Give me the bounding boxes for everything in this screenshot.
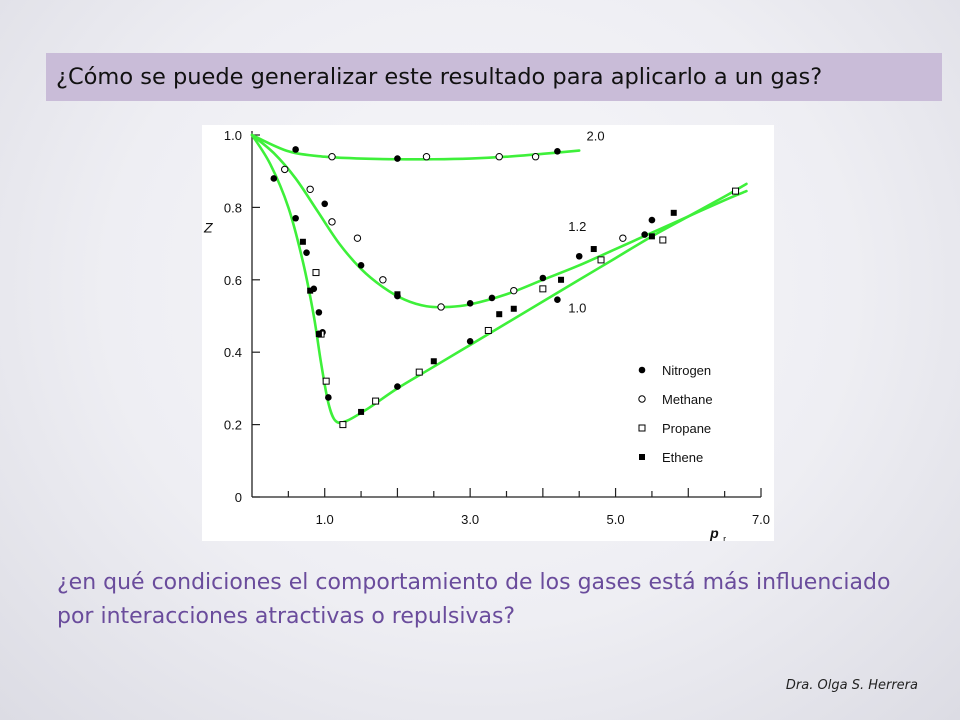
legend-label: Ethene [662,450,703,465]
data-point [321,200,329,208]
x-axis-label-subscript: r [723,534,726,541]
data-point [638,395,646,403]
data-point [638,366,646,374]
chart-axes: 0 0.2 0.4 0.6 0.8 1.0 1.0 3.0 5.0 7.0 Zp r [203,128,770,541]
x-tick-label: 1.0 [316,512,334,527]
data-point [638,424,646,432]
data-point [299,238,306,245]
author-credit: Dra. Olga S. Herrera [785,678,918,693]
data-point [430,358,437,365]
curve-label-1.2: 1.2 [568,219,586,234]
x-tick-label: 7.0 [752,512,770,527]
slide-title-bar: ¿Cómo se puede generalizar este resultad… [46,53,942,101]
data-point [303,249,310,256]
legend-label: Methane [662,392,713,407]
legend-item-propane: Propane [638,421,711,436]
data-point [510,286,518,295]
isotherm-curve-1.2 [250,133,748,309]
data-point [539,274,547,282]
data-point [641,231,648,238]
data-point [558,276,565,283]
y-tick-label: 0.4 [224,345,242,360]
chart-legend: Nitrogen Methane Propane Ethene [638,363,713,465]
series-methane [281,153,627,311]
chart-points [270,146,740,429]
data-point [670,209,677,216]
data-point [466,338,474,345]
discussion-question: ¿en qué condiciones el comportamiento de… [57,570,891,629]
legend-label: Nitrogen [662,363,711,378]
legend-item-ethene: Ethene [639,450,703,465]
data-point [328,153,336,161]
data-point [281,165,289,174]
data-point [495,153,503,161]
data-point [484,326,492,334]
y-tick-label: 0 [235,490,242,505]
data-point [648,216,656,224]
series-ethene [299,209,677,415]
data-point [379,276,387,284]
data-point [372,397,380,405]
x-tick-label: 5.0 [607,512,625,527]
data-point [394,291,401,298]
data-point [510,305,517,312]
data-point [554,296,561,304]
data-point [353,234,362,242]
data-point [659,236,667,244]
data-point [358,408,365,415]
y-tick-label: 0.6 [224,273,242,288]
data-point [488,294,496,302]
x-tick-label: 3.0 [461,512,479,527]
isotherm-curve-2.0 [250,133,581,161]
data-point [357,262,365,269]
data-point [322,377,330,385]
data-point [590,246,597,253]
data-point [315,331,322,338]
data-point [466,300,474,307]
slide-title: ¿Cómo se puede generalizar este resultad… [56,64,823,90]
y-tick-label: 0.2 [224,418,242,433]
data-point [328,218,336,226]
legend-item-nitrogen: Nitrogen [638,363,711,378]
data-point [575,252,583,260]
data-point [422,153,431,161]
legend-item-methane: Methane [638,392,713,407]
data-point [648,233,655,240]
legend-label: Propane [662,421,711,436]
data-point [531,153,540,161]
data-point [597,256,605,264]
y-axis-label: Z [203,220,213,236]
data-point [306,185,314,194]
data-point [292,146,299,153]
data-point [307,287,314,294]
curve-labels: 2.0 1.2 1.0 [568,128,604,315]
data-point [270,175,278,182]
curve-label-2.0: 2.0 [586,128,604,143]
chart-svg: 0 0.2 0.4 0.6 0.8 1.0 1.0 3.0 5.0 7.0 Zp r 2.0 1.2 1.… [203,128,770,541]
data-point [437,303,445,311]
data-point [325,394,332,401]
data-point [315,309,323,316]
data-point [619,234,627,242]
data-point [639,454,645,460]
data-point [394,383,401,390]
data-point [292,214,299,222]
data-point [539,285,547,293]
y-tick-label: 1.0 [224,128,242,143]
series-nitrogen [270,146,656,401]
data-point [496,311,503,318]
data-point [394,155,401,162]
data-point [312,269,320,277]
x-axis-label: p [709,525,719,541]
data-point [554,147,561,155]
data-point [732,187,740,195]
data-point [415,368,423,376]
y-tick-label: 0.8 [224,200,242,215]
curve-label-1.0: 1.0 [568,300,586,315]
data-point [339,421,347,429]
